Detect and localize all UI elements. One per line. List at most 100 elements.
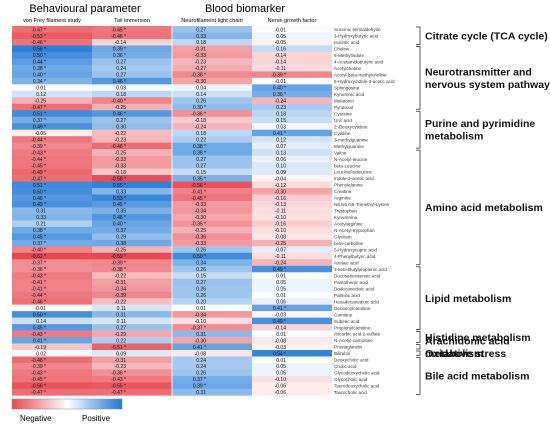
heatmap-cell — [12, 142, 92, 150]
heatmap-cell — [252, 362, 332, 370]
category-bracket: Purine and pyrimidine metabolism — [416, 110, 535, 149]
cell-value-label: -0.25 — [115, 248, 127, 254]
heatmap-cell — [12, 330, 92, 338]
heatmap-cell — [92, 194, 172, 202]
heatmap-cell — [172, 103, 252, 111]
cell-value-label: 0.22 — [116, 338, 126, 344]
row-label: Indole-3-acetic acid — [334, 176, 374, 181]
heatmap-cell — [92, 58, 172, 66]
cell-value-label: -0.06 — [275, 390, 287, 396]
cell-value-label: 0.33 — [116, 189, 126, 195]
bracket-line — [416, 149, 421, 266]
cell-value-label: -0.16 — [275, 196, 287, 202]
heatmap-cell — [92, 123, 172, 130]
row-label: Acetyl-beta-methylcholine — [334, 73, 387, 78]
heatmap-cell — [252, 84, 332, 92]
cell-value-label: 0.18 — [276, 112, 286, 118]
column-header: Tail immersion — [114, 18, 150, 24]
cell-value-label: -0.25 — [195, 228, 207, 234]
heatmap-cell — [172, 350, 252, 357]
cell-value-label: -0.34 — [195, 312, 207, 318]
heatmap-cell — [252, 45, 332, 53]
heatmap-cell — [172, 362, 252, 370]
cell-value-label: 0.37 * — [193, 377, 206, 383]
cell-value-label: 0.26 — [196, 267, 206, 273]
heatmap-cell — [12, 32, 92, 40]
row-label: Glycodeoxycholic acid — [334, 371, 380, 376]
cell-value-label: 0.50 * — [33, 53, 46, 59]
heatmap-cell — [252, 110, 332, 118]
cell-value-label: 0.50 * — [33, 312, 46, 318]
row-label: Phenylalanine — [334, 183, 363, 188]
heatmap-cell — [92, 97, 172, 105]
heatmap-cell — [252, 71, 332, 79]
heatmap-cell — [12, 285, 92, 292]
heatmap-cell — [12, 337, 92, 344]
row-label: Kynurenine — [334, 215, 358, 220]
cell-value-label: 0.01 — [276, 293, 286, 299]
row-label: Pantothenic acid — [334, 280, 368, 285]
cell-value-label: 0.31 — [36, 209, 46, 215]
row-label: 4-Phenylbutyric acid — [334, 254, 376, 259]
category-label: Oxidative stress — [425, 348, 506, 360]
cell-value-label: 0.51 * — [33, 183, 46, 189]
cell-value-label: 0.49 * — [33, 124, 46, 130]
row-label: 4-Acetamidobutyric acid — [334, 60, 383, 65]
heatmap-cell — [12, 311, 92, 318]
column-header: Neurofilament light chain — [181, 18, 243, 24]
row-label: N-Acetyl-leucine — [334, 157, 368, 162]
group-header-blood: Blood biomarker — [205, 3, 285, 15]
cell-value-label: 0.05 — [276, 280, 286, 286]
heatmap-cell — [252, 129, 332, 137]
cell-value-label: -0.33 — [115, 163, 127, 169]
cell-value-label: -0.04 — [275, 176, 287, 182]
row-label: Carnitine — [334, 312, 353, 317]
row-label: Valine — [334, 150, 347, 155]
cell-value-label: 0.44 * — [33, 60, 46, 66]
heatmap-cell — [172, 343, 252, 351]
row-label: Docosahexaenoic acid — [334, 273, 381, 278]
heatmap-cell — [12, 291, 92, 299]
cell-value-label: 0.41 * — [33, 338, 46, 344]
heatmap-cell — [172, 317, 252, 325]
heatmap-cell — [12, 375, 92, 383]
cell-value-label: 0.20 — [196, 299, 206, 305]
cell-value-label: 0.35 — [116, 209, 126, 215]
cell-value-label: -0.47 * — [31, 176, 46, 182]
cell-value-label: 0.38 — [116, 241, 126, 247]
row-label: Suberic acid — [334, 319, 360, 324]
bracket-line — [416, 266, 421, 330]
cell-value-label: 0.21 — [36, 222, 46, 228]
row-label: Creatine — [334, 189, 352, 194]
cell-value-label: 0.24 — [196, 364, 206, 370]
cell-value-label: -0.14 — [115, 40, 127, 46]
heatmap-cell — [92, 103, 172, 111]
cell-value-label: 0.55 * — [113, 183, 126, 189]
category-bracket: Neurotransmitter and nervous system pathw… — [416, 46, 550, 110]
cell-value-label: -0.33 — [195, 241, 207, 247]
cell-value-label: 0.38 * — [33, 228, 46, 234]
heatmap-cell — [252, 162, 332, 169]
heatmap-cell — [252, 220, 332, 228]
heatmap-cell — [252, 388, 332, 396]
cell-value-label: -0.36 * — [111, 371, 126, 377]
category-label: Neurotransmitter and nervous system pathw… — [425, 66, 550, 91]
row-label: Propionylcarnitine — [334, 325, 371, 330]
heatmap-cell — [12, 213, 92, 221]
cell-value-label: 0.13 — [276, 150, 286, 156]
heatmap-cell — [12, 362, 92, 370]
cell-value-label: 0.05 — [276, 34, 286, 40]
cell-value-label: -0.23 — [115, 364, 127, 370]
bracket-line — [416, 46, 421, 110]
heatmap-cell — [92, 311, 172, 318]
cell-value-label: 0.45 * — [33, 235, 46, 241]
heatmap-cell — [12, 259, 92, 267]
cell-value-label: 0.49 * — [273, 319, 286, 325]
heatmap-cell — [92, 175, 172, 182]
cell-value-label: 0.11 — [117, 319, 127, 325]
cell-value-label: 0.41 * — [273, 131, 286, 137]
row-label: Methylguanine — [334, 144, 364, 149]
heatmap-cell — [92, 51, 172, 59]
cell-value-label: 0.53 * — [113, 196, 126, 202]
heatmap-cell — [92, 337, 172, 344]
